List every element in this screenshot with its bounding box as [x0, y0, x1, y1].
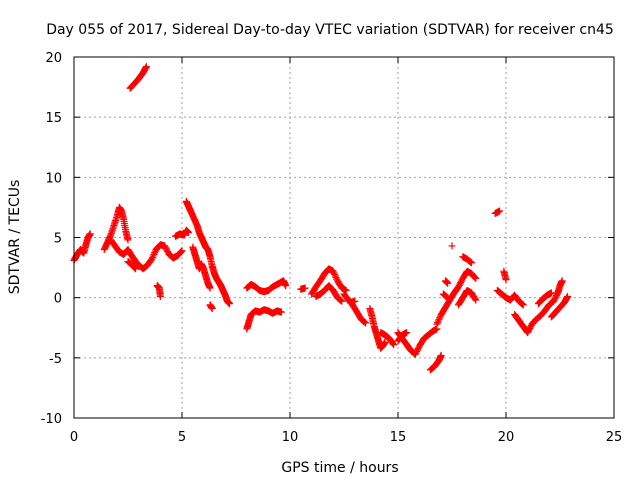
data-point: [184, 229, 192, 237]
data-point: [389, 340, 397, 348]
data-point: [434, 317, 442, 325]
data-point: [208, 304, 216, 312]
data-point: [390, 341, 398, 349]
data-point: [472, 274, 480, 282]
data-point: [282, 282, 290, 290]
data-point: [142, 63, 150, 71]
data-point: [444, 294, 452, 302]
data-point: [519, 301, 527, 309]
x-axis-label: GPS time / hours: [281, 460, 398, 476]
data-point: [330, 269, 338, 277]
data-point: [156, 292, 164, 300]
data-point: [466, 258, 474, 266]
data-point: [564, 292, 572, 300]
data-point: [502, 276, 510, 284]
x-tick-label: 10: [282, 430, 299, 445]
axis-ticks: 0 5 10 15 20 25 -10 -5 0 5 10 15 20: [41, 51, 623, 445]
x-tick-label: 0: [70, 430, 78, 445]
data-point: [132, 265, 140, 273]
y-tick-label: 0: [54, 292, 62, 307]
x-tick-label: 15: [390, 430, 407, 445]
data-point: [519, 300, 527, 308]
data-point: [470, 273, 478, 281]
data-point: [496, 207, 504, 215]
data-point: [351, 297, 359, 305]
data-point: [448, 242, 456, 250]
data-point: [338, 297, 346, 305]
data-point: [337, 297, 345, 305]
data-point: [547, 289, 555, 297]
data-point: [301, 284, 309, 292]
data-point: [434, 319, 442, 327]
y-tick-label: 5: [54, 232, 62, 247]
data-point: [471, 274, 479, 282]
data-point: [177, 248, 185, 256]
data-point: [277, 308, 285, 316]
data-point: [444, 279, 452, 287]
y-axis-label: SDTVAR / TECUs: [7, 180, 23, 295]
data-point: [467, 259, 475, 267]
data-point: [433, 320, 441, 328]
data-point: [518, 300, 526, 308]
data-point: [86, 230, 94, 238]
data-point: [467, 258, 475, 266]
data-point: [336, 296, 344, 304]
data-point: [329, 267, 337, 275]
chart-title: Day 055 of 2017, Sidereal Day-to-day VTE…: [46, 22, 614, 38]
data-point: [177, 248, 185, 256]
gridlines: [74, 57, 614, 418]
data-point: [442, 292, 450, 300]
data-point: [361, 318, 369, 326]
x-tick-label: 25: [606, 430, 623, 445]
y-tick-label: 10: [45, 171, 62, 186]
data-point: [362, 319, 370, 327]
y-tick-label: 20: [45, 51, 62, 66]
data-point: [471, 295, 479, 303]
data-point: [206, 284, 214, 292]
data-point: [558, 277, 566, 285]
data-point: [149, 252, 157, 260]
data-point: [148, 255, 156, 263]
data-points: [70, 63, 572, 374]
x-tick-label: 5: [178, 430, 186, 445]
data-point: [436, 314, 444, 322]
data-point: [472, 296, 480, 304]
data-point: [124, 236, 132, 244]
data-point: [332, 274, 340, 282]
data-point: [178, 247, 186, 255]
data-point: [331, 270, 339, 278]
data-point: [148, 254, 156, 262]
y-tick-label: 15: [45, 111, 62, 126]
data-point: [403, 329, 411, 337]
data-point: [342, 286, 350, 294]
y-tick-label: -5: [49, 352, 62, 367]
data-point: [150, 250, 158, 258]
data-point: [226, 300, 234, 308]
data-point: [443, 293, 451, 301]
data-point: [437, 351, 445, 359]
data-point: [360, 318, 368, 326]
data-point: [435, 315, 443, 323]
y-tick-label: -10: [41, 412, 62, 427]
data-point: [331, 272, 339, 280]
data-point: [381, 338, 389, 346]
x-tick-label: 20: [498, 430, 515, 445]
data-point: [151, 249, 159, 257]
